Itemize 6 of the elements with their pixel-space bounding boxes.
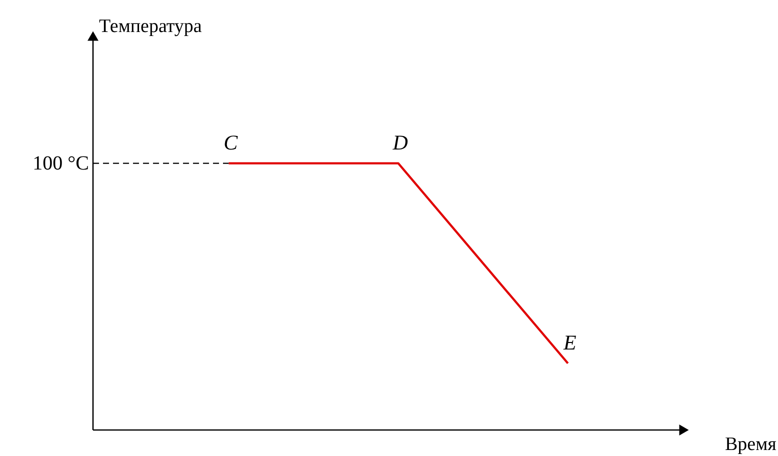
- text: Температура: [99, 16, 202, 37]
- x-axis-title: Время: [725, 434, 777, 455]
- annotation: D: [392, 130, 408, 154]
- ref-line-label: 100 °C: [32, 152, 89, 174]
- annotation: E: [562, 330, 576, 354]
- annotation: C: [224, 130, 239, 154]
